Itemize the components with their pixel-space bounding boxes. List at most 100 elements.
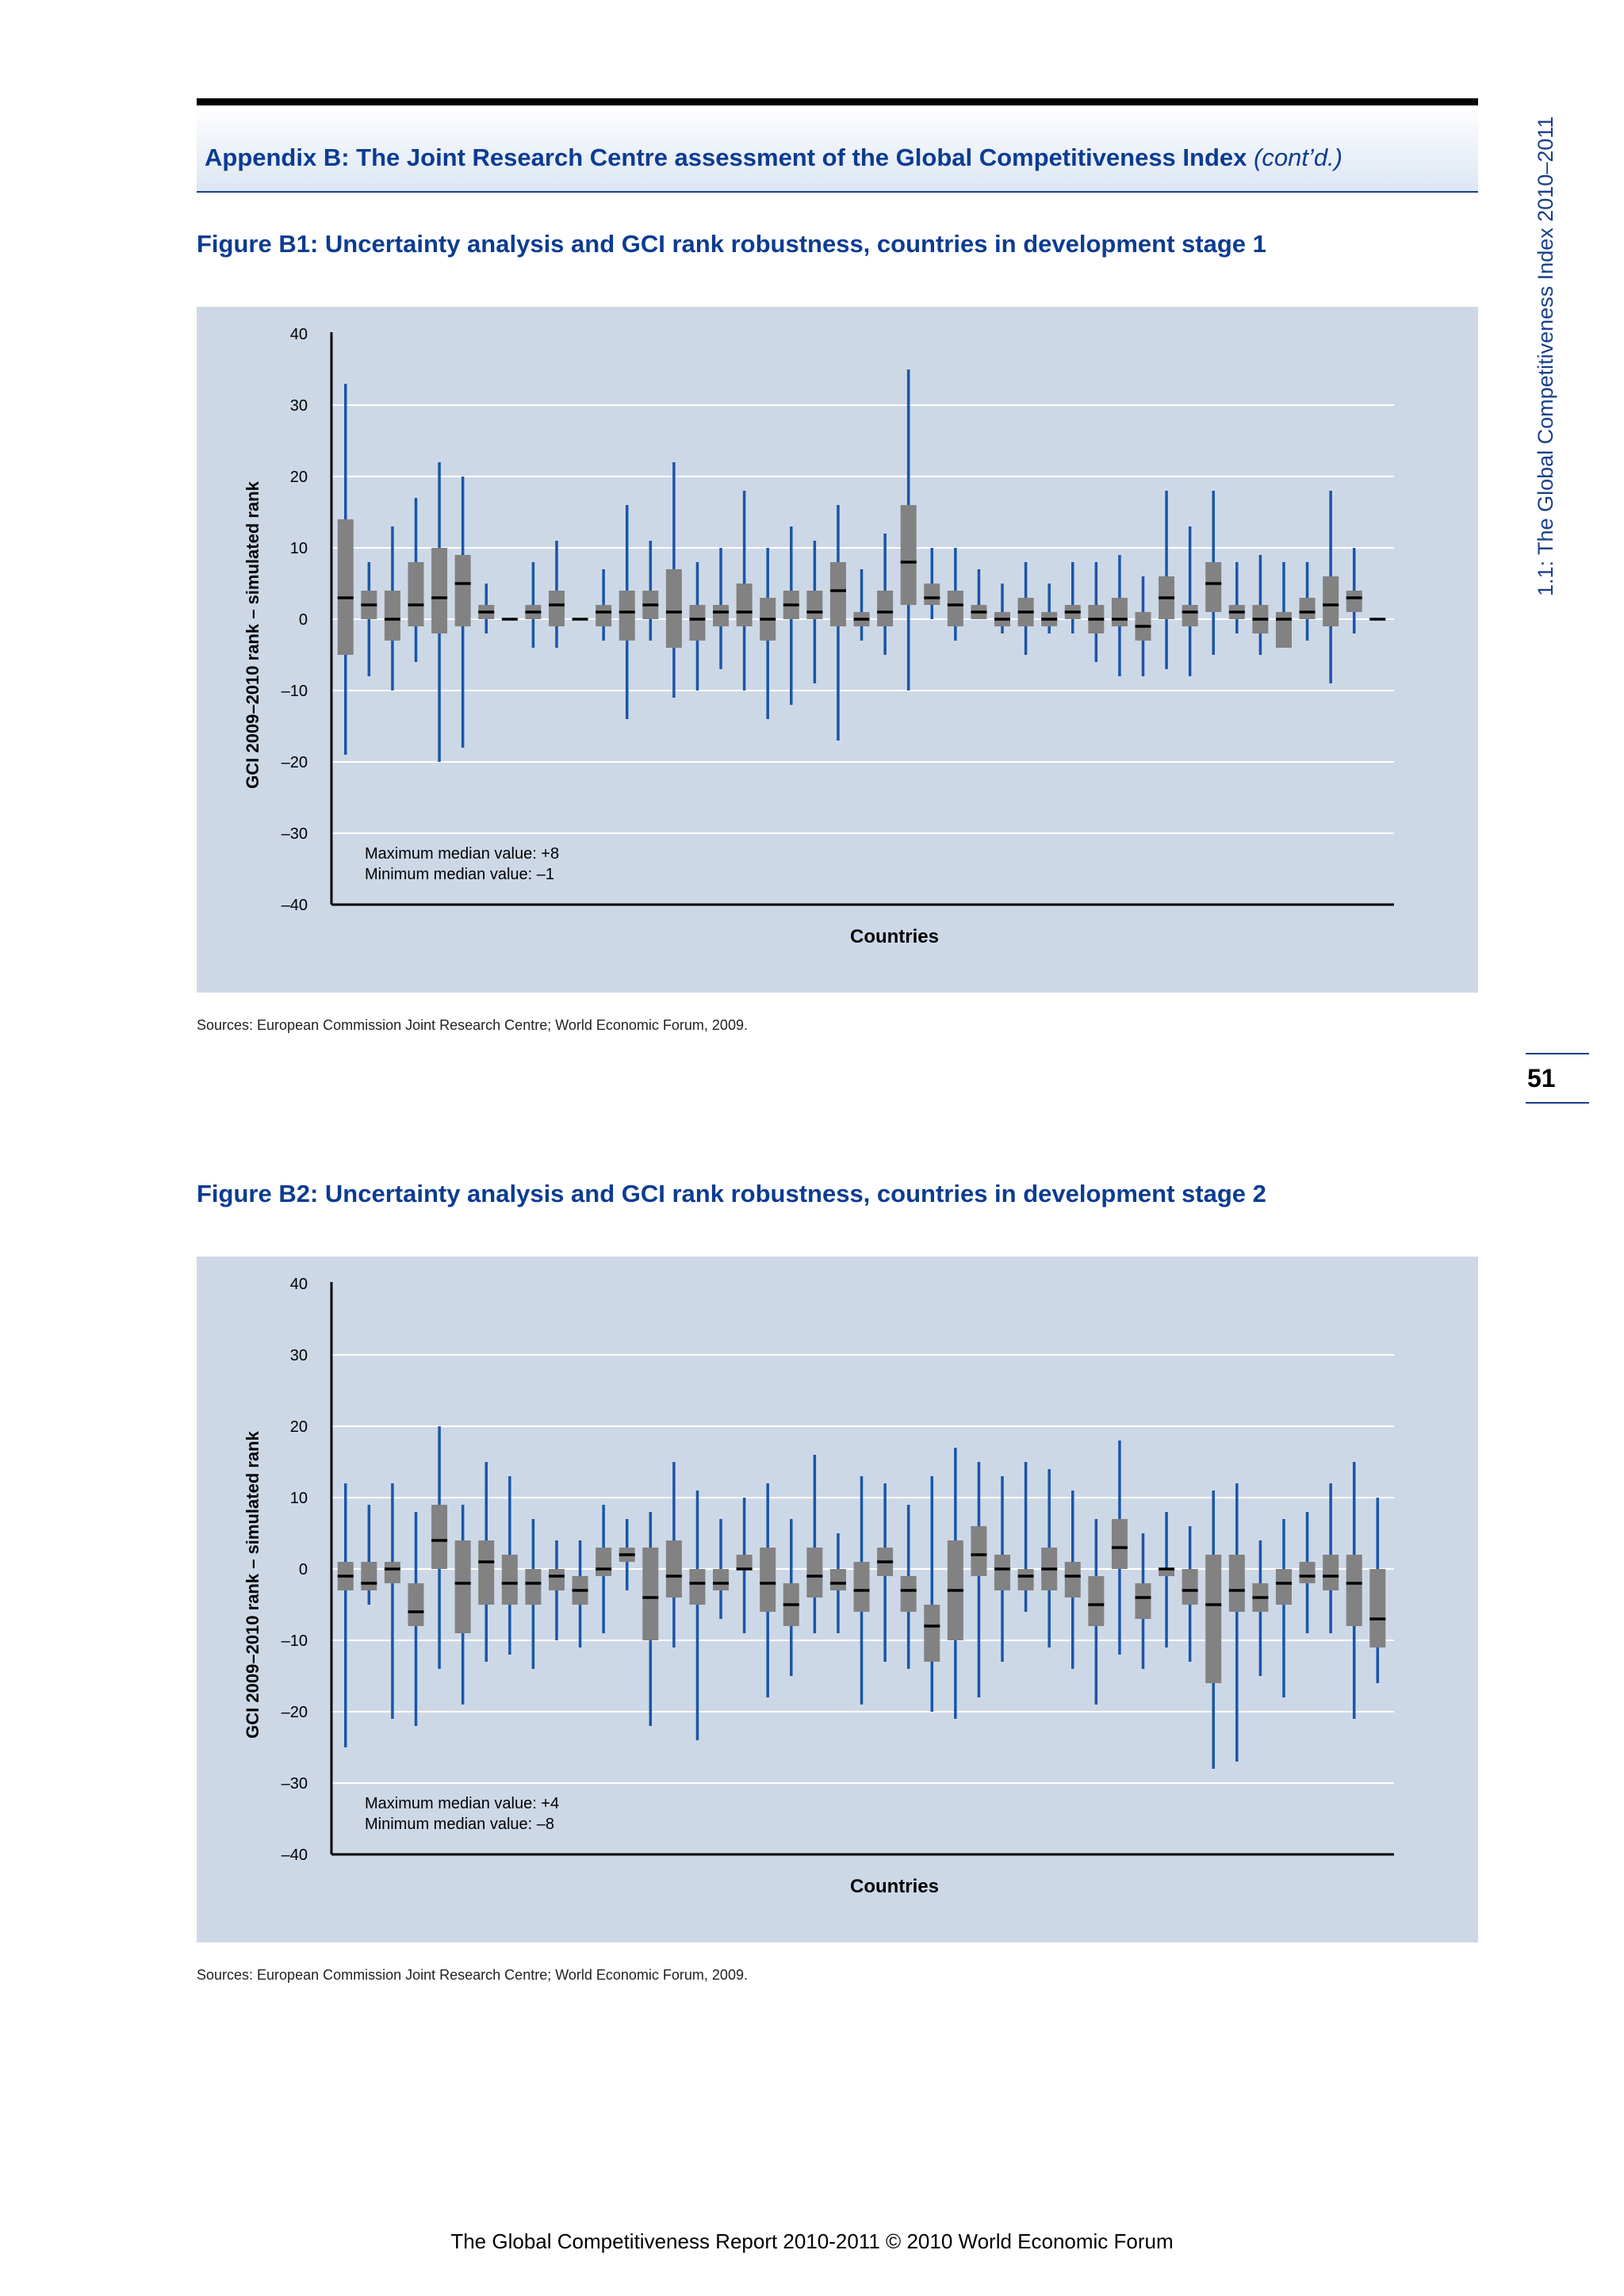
box-iqr: [1369, 1569, 1386, 1647]
box-iqr: [1111, 598, 1128, 626]
y-tick-label: –30: [282, 1775, 308, 1793]
y-tick-label: –40: [282, 1846, 308, 1864]
figure-b1-panel: 40 30 20 10 0 –10 –20 –30 –40 Countries GCI 2009–2…: [197, 307, 1478, 993]
y-tick-label: –20: [282, 1704, 308, 1721]
x-axis-label: Countries: [850, 1876, 939, 1897]
figure-b2-title: Figure B2: Uncertainty analysis and GCI …: [197, 1180, 1266, 1207]
header-rule: [197, 98, 1478, 105]
box-iqr: [736, 584, 753, 626]
appendix-title-suffix: (cont’d.): [1254, 144, 1342, 171]
annotation-max-median: Maximum median value: +4: [365, 1795, 559, 1812]
box-iqr: [947, 591, 963, 626]
box-iqr: [689, 605, 706, 641]
appendix-header: Appendix B: The Joint Research Centre as…: [197, 105, 1478, 193]
box-iqr: [806, 1548, 823, 1598]
box-iqr: [1299, 598, 1316, 619]
box-iqr: [1135, 1583, 1151, 1619]
x-axis-label: Countries: [850, 926, 939, 947]
box-iqr: [1159, 1569, 1175, 1576]
box-iqr: [1323, 576, 1339, 626]
box-iqr: [829, 1569, 846, 1590]
figure-b2-chart: 40 30 20 10 0 –10 –20 –30 –40 Countries GCI 2009–2…: [243, 1276, 1394, 1897]
box-iqr: [713, 1569, 730, 1590]
box-iqr: [900, 1576, 917, 1612]
box-iqr: [408, 1583, 424, 1626]
box-iqr: [806, 591, 823, 619]
y-tick-label: –20: [282, 754, 308, 771]
box-iqr: [971, 1526, 987, 1576]
box-iqr: [1346, 591, 1362, 612]
box-iqr: [384, 1562, 400, 1583]
box-iqr: [665, 569, 682, 648]
figure-b1-chart: 40 30 20 10 0 –10 –20 –30 –40 Countries GCI 2009–2…: [243, 326, 1394, 947]
y-tick-label: –40: [282, 897, 308, 914]
box-iqr: [924, 584, 940, 605]
box-iqr: [1275, 1569, 1292, 1605]
box-iqr: [1205, 562, 1222, 612]
figure-b2-source: Sources: European Commission Joint Resea…: [197, 1967, 748, 1983]
box-iqr: [596, 1548, 612, 1576]
page-number: 51: [1527, 1064, 1556, 1093]
box-iqr: [924, 1605, 940, 1662]
box-iqr: [1017, 1569, 1034, 1590]
y-tick-label: 20: [290, 1418, 308, 1436]
box-iqr: [337, 519, 354, 655]
box-iqr: [994, 1555, 1011, 1590]
box-iqr: [1205, 1555, 1222, 1683]
y-tick-label: 10: [290, 540, 308, 557]
box-iqr: [829, 562, 846, 626]
box-iqr: [1346, 1555, 1362, 1626]
y-tick-label: 0: [299, 611, 308, 629]
page-footer: The Global Competitiveness Report 2010-2…: [450, 2229, 1174, 2253]
y-tick-label: –10: [282, 1632, 308, 1650]
annotation-min-median: Minimum median value: –8: [365, 1816, 554, 1833]
box-iqr: [525, 1569, 542, 1605]
y-tick-label: –30: [282, 825, 308, 843]
box-iqr: [1275, 612, 1292, 648]
box-iqr: [900, 505, 917, 605]
box-iqr: [454, 555, 471, 626]
y-tick-label: 40: [290, 1276, 308, 1293]
page-number-rule-bottom: [1526, 1102, 1589, 1104]
box-iqr: [1299, 1562, 1316, 1583]
running-title-text: 1.1: The Global Competitiveness Index 20…: [1534, 116, 1557, 596]
appendix-title: Appendix B: The Joint Research Centre as…: [205, 144, 1342, 172]
box-iqr: [760, 1548, 776, 1612]
box-iqr: [665, 1540, 682, 1598]
figure-b1-source: Sources: European Commission Joint Resea…: [197, 1017, 748, 1033]
annotation-max-median: Maximum median value: +8: [365, 845, 559, 863]
box-iqr: [431, 548, 448, 633]
y-tick-label: 10: [290, 1490, 308, 1507]
box-iqr: [596, 605, 612, 626]
appendix-title-text: Appendix B: The Joint Research Centre as…: [205, 144, 1247, 171]
y-axis-label: GCI 2009–2010 rank – simulated rank: [243, 1430, 262, 1738]
box-iqr: [736, 1555, 753, 1569]
box-iqr: [1182, 605, 1198, 626]
y-tick-label: 30: [290, 397, 308, 415]
box-iqr: [642, 1548, 659, 1640]
box-iqr: [431, 1505, 448, 1569]
box-iqr: [877, 591, 894, 626]
y-tick-label: 20: [290, 469, 308, 486]
y-tick-label: 0: [299, 1561, 308, 1578]
box-iqr: [1323, 1555, 1339, 1590]
box-iqr: [689, 1569, 706, 1605]
box-iqr: [361, 1562, 377, 1590]
box-iqr: [1064, 1562, 1081, 1598]
y-axis-label: GCI 2009–2010 rank – simulated rank: [243, 480, 262, 788]
y-tick-label: –10: [282, 683, 308, 700]
box-iqr: [853, 1562, 870, 1612]
figure-b2-panel: 40 30 20 10 0 –10 –20 –30 –40 Countries GCI 2009–2…: [197, 1257, 1478, 1942]
box-iqr: [1088, 1576, 1105, 1626]
y-tick-label: 30: [290, 1347, 308, 1364]
box-iqr: [501, 1555, 518, 1605]
page-number-rule-top: [1526, 1053, 1589, 1054]
box-iqr: [478, 1540, 495, 1605]
box-iqr: [619, 591, 635, 641]
figure-b1-title: Figure B1: Uncertainty analysis and GCI …: [197, 230, 1266, 258]
box-iqr: [1111, 1519, 1128, 1569]
box-iqr: [548, 591, 565, 626]
box-iqr: [1182, 1569, 1198, 1605]
box-iqr: [454, 1540, 471, 1633]
box-iqr: [713, 605, 730, 626]
